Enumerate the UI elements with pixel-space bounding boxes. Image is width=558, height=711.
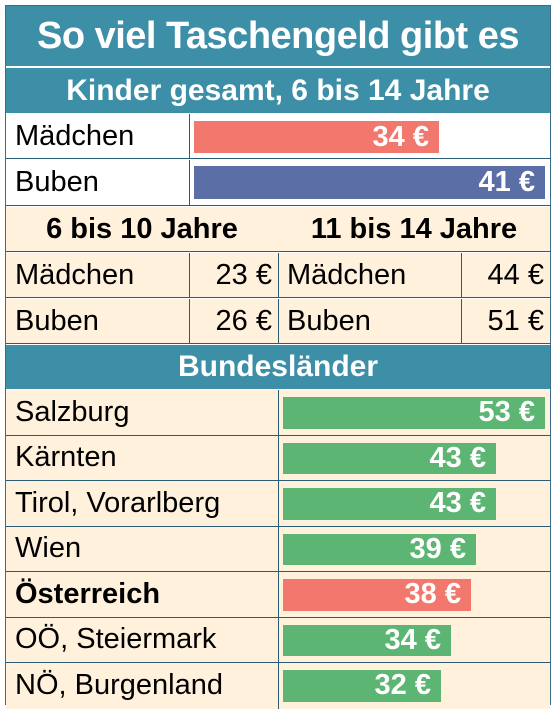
region-bar-highlight: 38 €: [283, 578, 471, 611]
region-bar: 32 €: [283, 669, 441, 702]
overall-subtitle: Kinder gesamt, 6 bis 14 Jahre: [6, 67, 550, 113]
age-value-boys-young: 26 €: [215, 304, 272, 337]
age-value-boys-old: 51 €: [487, 304, 544, 337]
divider: [189, 299, 190, 343]
age-value-girls-old: 44 €: [487, 258, 544, 291]
region-value: 43 €: [429, 441, 486, 474]
divider: [189, 114, 190, 158]
region-row: Österreich 38 €: [6, 572, 550, 618]
region-value: 34 €: [384, 623, 441, 656]
divider: [189, 160, 190, 205]
age-value-girls-young: 23 €: [215, 258, 272, 291]
region-row: Salzburg 53 €: [6, 390, 550, 436]
age-heading-6-10: 6 bis 10 Jahre: [46, 212, 238, 245]
age-row-boys: Buben 26 € Buben 51 €: [6, 299, 550, 344]
region-row: NÖ, Burgenland 32 €: [6, 663, 550, 709]
region-bar: 53 €: [283, 396, 545, 429]
regions-heading: Bundesländer: [6, 345, 550, 389]
chart-title: So viel Taschengeld gibt es: [6, 6, 550, 66]
overall-value-boys: 41 €: [478, 166, 535, 198]
region-bar: 43 €: [283, 441, 496, 474]
region-label: Österreich: [15, 577, 161, 610]
region-row: Tirol, Vorarlberg 43 €: [6, 481, 550, 527]
divider: [278, 526, 279, 571]
age-label-boys-young: Buben: [15, 304, 99, 337]
divider: [461, 299, 462, 343]
region-value: 38 €: [404, 578, 461, 611]
divider: [278, 617, 279, 662]
region-value: 32 €: [374, 669, 431, 702]
overall-bar-girls: 34 €: [194, 121, 439, 153]
divider: [278, 253, 279, 297]
divider: [278, 572, 279, 617]
region-row: Wien 39 €: [6, 526, 550, 572]
age-row-girls: Mädchen 23 € Mädchen 44 €: [6, 253, 550, 298]
age-label-girls-young: Mädchen: [15, 258, 135, 291]
region-label: Wien: [15, 532, 82, 565]
taschengeld-infographic: So viel Taschengeld gibt es Kinder gesam…: [5, 5, 551, 709]
region-bar: 43 €: [283, 487, 496, 520]
region-value: 39 €: [409, 532, 466, 565]
divider: [278, 663, 279, 709]
region-row: OÖ, Steiermark 34 €: [6, 617, 550, 663]
region-row: Kärnten 43 €: [6, 435, 550, 481]
age-label-boys-old: Buben: [287, 304, 371, 337]
divider: [278, 299, 279, 343]
overall-label-boys: Buben: [15, 166, 99, 198]
region-label: Salzburg: [15, 395, 130, 428]
age-group-header: 6 bis 10 Jahre 11 bis 14 Jahre: [6, 207, 550, 252]
region-label: NÖ, Burgenland: [15, 669, 223, 702]
age-label-girls-old: Mädchen: [287, 258, 407, 291]
overall-value-girls: 34 €: [372, 120, 429, 153]
region-bar: 34 €: [283, 623, 451, 656]
region-value: 43 €: [429, 487, 486, 520]
divider: [278, 390, 279, 435]
divider: [278, 481, 279, 526]
region-label: Tirol, Vorarlberg: [15, 486, 221, 519]
region-label: OÖ, Steiermark: [15, 623, 217, 656]
region-value: 53 €: [478, 396, 535, 429]
overall-row-boys: Buben 41 €: [6, 160, 550, 206]
overall-bar-boys: 41 €: [194, 166, 545, 199]
overall-row-girls: Mädchen 34 €: [6, 114, 550, 159]
divider: [278, 435, 279, 480]
region-label: Kärnten: [15, 441, 117, 474]
divider: [189, 253, 190, 297]
divider: [461, 253, 462, 297]
overall-label-girls: Mädchen: [15, 119, 135, 152]
region-bar: 39 €: [283, 532, 476, 565]
age-heading-11-14: 11 bis 14 Jahre: [310, 212, 518, 245]
